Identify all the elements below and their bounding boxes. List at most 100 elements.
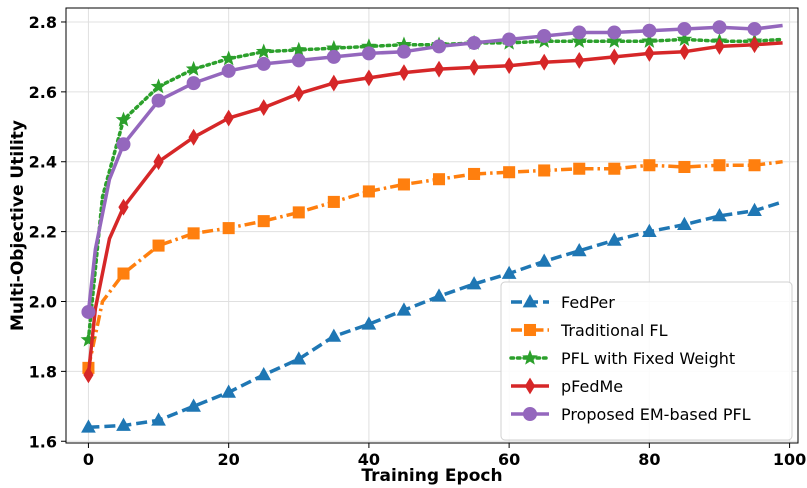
series-layer xyxy=(80,20,785,433)
plot-frame xyxy=(65,7,799,444)
data-point xyxy=(397,178,410,191)
data-point xyxy=(362,185,375,198)
data-point xyxy=(606,32,623,48)
legend-label: pFedMe xyxy=(561,377,623,396)
legend-marker xyxy=(522,294,538,308)
legend-label: FedPer xyxy=(561,293,615,312)
data-point xyxy=(609,48,620,66)
data-point xyxy=(643,159,656,172)
data-point xyxy=(748,159,761,172)
data-point xyxy=(153,153,164,171)
data-point xyxy=(537,28,552,43)
series-0 xyxy=(81,200,784,433)
data-point xyxy=(749,36,760,54)
data-point xyxy=(222,222,235,235)
data-point xyxy=(221,384,237,398)
data-point xyxy=(466,276,482,290)
legend-marker xyxy=(524,377,536,395)
y-tick-label: 1.8 xyxy=(29,362,57,381)
data-point xyxy=(188,128,199,146)
data-point xyxy=(256,56,271,71)
data-point xyxy=(186,76,201,91)
x-tick-label: 40 xyxy=(358,450,380,469)
data-point xyxy=(255,43,272,59)
data-point xyxy=(326,49,341,64)
data-point xyxy=(747,21,762,36)
data-point xyxy=(574,51,585,69)
data-point xyxy=(678,160,691,174)
x-tick-label: 0 xyxy=(83,450,94,469)
y-tick-label: 1.6 xyxy=(29,432,57,451)
data-point xyxy=(223,109,234,127)
legend-label: PFL with Fixed Weight xyxy=(561,349,735,368)
series-line xyxy=(86,37,785,342)
data-point xyxy=(536,253,552,267)
data-point xyxy=(713,159,726,172)
data-point xyxy=(115,111,132,127)
y-tick-label: 2.6 xyxy=(29,83,57,102)
data-point xyxy=(467,35,482,50)
data-point xyxy=(293,85,304,103)
data-point xyxy=(642,223,657,237)
data-point xyxy=(116,137,131,152)
series-4 xyxy=(81,20,783,319)
data-point xyxy=(468,58,480,76)
y-axis-label: Multi-Objective Utility xyxy=(8,120,28,331)
data-point xyxy=(712,208,727,222)
data-point xyxy=(257,215,270,228)
data-point xyxy=(151,412,166,426)
legend-entry: PFL with Fixed Weight xyxy=(509,349,735,368)
legend: FedPer Traditional FL PFL with Fixed Weigh… xyxy=(500,281,793,441)
data-point xyxy=(361,46,376,61)
ticks: 0 20 40 60 80 100 1.6 1.8 2.0 2.2 2.4 2.6 2.8 xyxy=(29,13,807,469)
data-point xyxy=(291,53,306,68)
data-point xyxy=(116,417,131,431)
legend-entry: Proposed EM-based PFL xyxy=(511,405,751,424)
data-point xyxy=(152,239,165,252)
data-point xyxy=(571,32,588,48)
y-tick-label: 2.2 xyxy=(29,223,57,242)
data-point xyxy=(150,78,167,94)
data-point xyxy=(81,304,96,319)
x-axis-label: Training Epoch xyxy=(361,466,502,486)
y-tick-label: 2.8 xyxy=(29,13,57,32)
data-point xyxy=(220,50,237,66)
data-point xyxy=(503,166,516,179)
data-point xyxy=(608,162,621,175)
legend-label: Traditional FL xyxy=(560,321,668,340)
data-point xyxy=(185,60,202,76)
data-point xyxy=(326,328,342,342)
data-point xyxy=(432,173,446,186)
legend-marker xyxy=(523,407,537,421)
legend-entry: Traditional FL xyxy=(511,321,668,340)
data-point xyxy=(468,167,481,180)
x-tick-label: 20 xyxy=(218,450,240,469)
data-point xyxy=(677,21,692,36)
data-point xyxy=(573,162,586,175)
data-point xyxy=(607,25,622,40)
data-point xyxy=(747,202,762,217)
data-point xyxy=(363,69,375,87)
data-point xyxy=(501,265,517,279)
data-point xyxy=(151,93,166,108)
data-point xyxy=(396,44,411,59)
legend-label: Proposed EM-based PFL xyxy=(561,405,751,424)
data-point xyxy=(539,53,550,71)
data-point xyxy=(572,25,587,40)
data-point xyxy=(327,195,340,208)
legend-marker xyxy=(522,349,538,365)
series-line xyxy=(86,159,783,369)
data-point xyxy=(83,366,94,384)
data-point xyxy=(118,198,129,216)
data-point xyxy=(641,32,658,48)
legend-marker xyxy=(523,323,537,337)
data-point xyxy=(328,74,339,92)
data-point xyxy=(432,39,447,54)
data-point xyxy=(398,64,410,82)
data-point xyxy=(714,37,725,55)
data-point xyxy=(644,44,655,62)
data-point xyxy=(117,267,130,280)
data-point xyxy=(290,41,307,57)
y-tick-label: 2.4 xyxy=(29,153,57,172)
data-point xyxy=(361,316,377,330)
